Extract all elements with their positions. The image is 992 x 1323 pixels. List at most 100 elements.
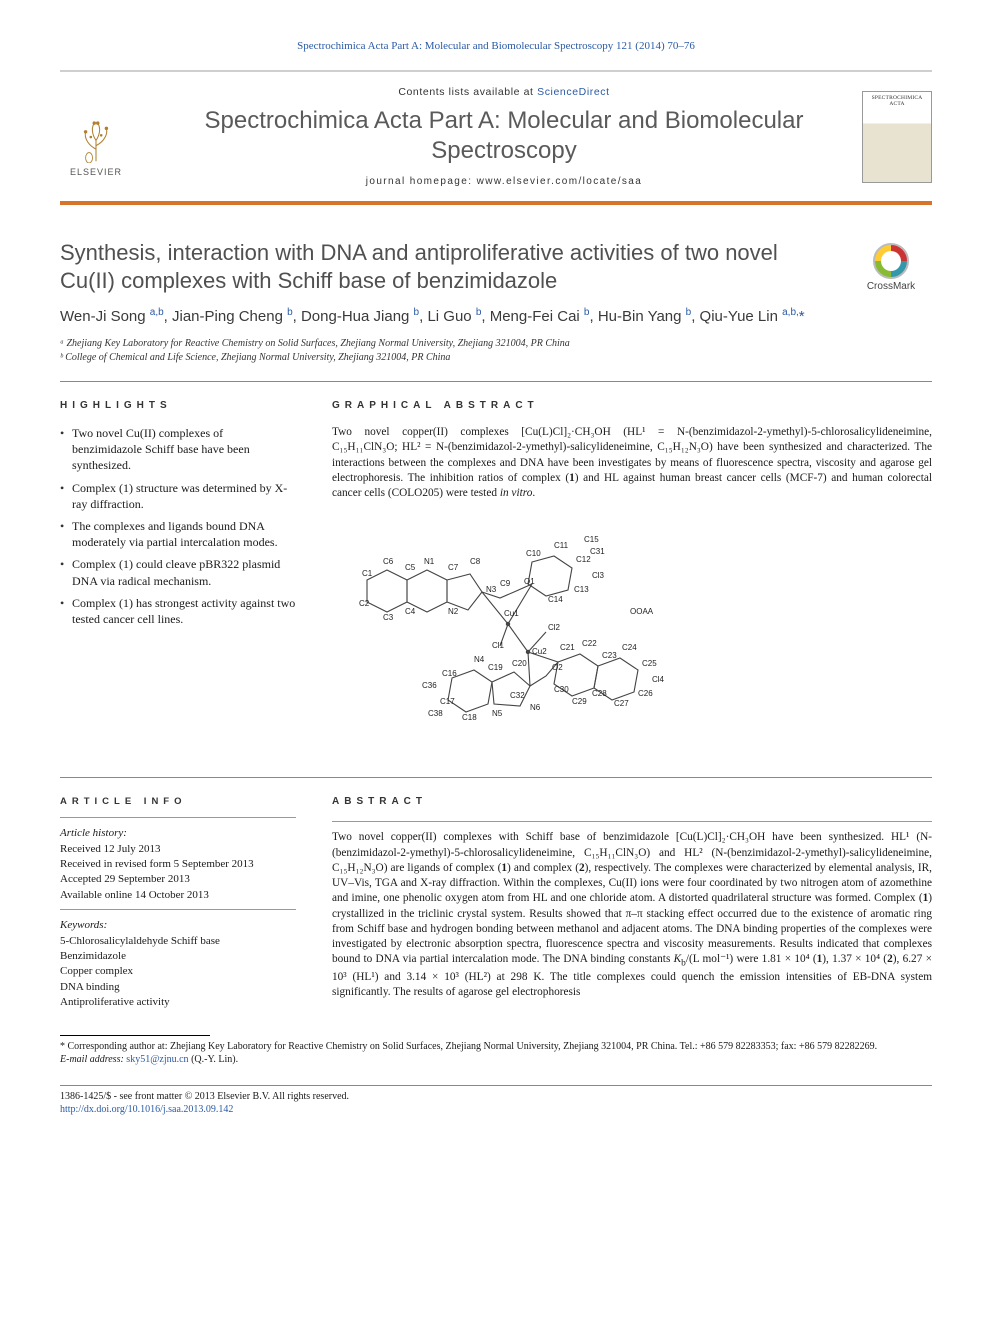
svg-text:C8: C8 — [470, 557, 481, 566]
svg-text:C27: C27 — [614, 699, 629, 708]
svg-text:C26: C26 — [638, 689, 653, 698]
svg-text:O2: O2 — [552, 663, 563, 672]
abstract-heading: ABSTRACT — [332, 796, 932, 807]
abstract-text: Two novel copper(II) complexes with Schi… — [332, 830, 932, 1000]
graphical-abstract-text: Two novel copper(II) complexes [Cu(L)Cl]… — [332, 425, 932, 501]
svg-text:N5: N5 — [492, 709, 503, 718]
highlight-item: Two novel Cu(II) complexes of benzimidaz… — [60, 425, 296, 474]
keyword: 5-Chlorosalicylaldehyde Schiff base — [60, 934, 296, 949]
email-person: (Q.-Y. Lin). — [191, 1054, 238, 1065]
svg-text:C2: C2 — [359, 599, 370, 608]
copyright-block: 1386-1425/$ - see front matter © 2013 El… — [60, 1090, 932, 1117]
divider-rule — [60, 777, 932, 778]
article-history: Article history: Received 12 July 2013 R… — [60, 826, 296, 903]
svg-text:Cl2: Cl2 — [548, 623, 561, 632]
history-line: Accepted 29 September 2013 — [60, 872, 296, 887]
contents-prefix: Contents lists available at — [398, 86, 537, 98]
svg-text:C17: C17 — [440, 697, 455, 706]
svg-text:Cu2: Cu2 — [532, 647, 547, 656]
doi-link[interactable]: http://dx.doi.org/10.1016/j.saa.2013.09.… — [60, 1104, 233, 1115]
svg-text:C30: C30 — [554, 685, 569, 694]
email-line: E-mail address: sky51@zjnu.cn (Q.-Y. Lin… — [60, 1053, 932, 1067]
svg-text:C13: C13 — [574, 585, 589, 594]
history-line: Received in revised form 5 September 201… — [60, 857, 296, 872]
svg-text:OOAA: OOAA — [630, 607, 654, 616]
article-info-heading: ARTICLE INFO — [60, 796, 296, 807]
article-info-section: ARTICLE INFO Article history: Received 1… — [60, 796, 296, 1010]
svg-text:C29: C29 — [572, 697, 587, 706]
keyword: Copper complex — [60, 964, 296, 979]
svg-text:C16: C16 — [442, 669, 457, 678]
svg-text:C7: C7 — [448, 563, 459, 572]
author-list: Wen-Ji Song a,b, Jian-Ping Cheng b, Dong… — [60, 306, 838, 327]
highlight-item: The complexes and ligands bound DNA mode… — [60, 518, 296, 550]
corresponding-author-note: * Corresponding author at: Zhejiang Key … — [60, 1040, 932, 1054]
svg-text:C36: C36 — [422, 681, 437, 690]
svg-text:N2: N2 — [448, 607, 459, 616]
svg-text:C21: C21 — [560, 643, 575, 652]
svg-text:Cu1: Cu1 — [504, 609, 519, 618]
svg-text:C38: C38 — [428, 709, 443, 718]
citation-line: Spectrochimica Acta Part A: Molecular an… — [60, 40, 932, 52]
sciencedirect-link[interactable]: ScienceDirect — [537, 86, 610, 98]
masthead: ELSEVIER Contents lists available at Sci… — [60, 72, 932, 205]
elsevier-logo: ELSEVIER — [60, 97, 132, 177]
svg-text:O1: O1 — [524, 577, 535, 586]
highlights-section: HIGHLIGHTS Two novel Cu(II) complexes of… — [60, 400, 296, 769]
keywords-label: Keywords: — [60, 918, 296, 933]
molecular-structure-diagram: C1C6C5C2C3C4N1C7N2C8N3C9C10C11C12C13C14O… — [332, 515, 672, 745]
svg-text:C32: C32 — [510, 691, 525, 700]
crossmark-widget[interactable]: CrossMark — [850, 239, 932, 373]
masthead-center: Contents lists available at ScienceDirec… — [146, 86, 862, 187]
journal-cover-thumbnail: SPECTROCHIMICA ACTA — [862, 91, 932, 183]
svg-text:C5: C5 — [405, 563, 416, 572]
svg-text:C15: C15 — [584, 535, 599, 544]
svg-text:C10: C10 — [526, 549, 541, 558]
highlight-item: Complex (1) structure was determined by … — [60, 480, 296, 512]
svg-text:Cl1: Cl1 — [492, 641, 505, 650]
graphical-abstract-heading: GRAPHICAL ABSTRACT — [332, 400, 932, 411]
history-label: Article history: — [60, 826, 296, 841]
graphical-abstract-section: GRAPHICAL ABSTRACT Two novel copper(II) … — [332, 400, 932, 769]
keyword: Antiproliferative activity — [60, 995, 296, 1010]
affiliation-a: ᵃ Zhejiang Key Laboratory for Reactive C… — [60, 337, 838, 351]
divider-rule — [60, 381, 932, 382]
svg-text:C3: C3 — [383, 613, 394, 622]
highlights-list: Two novel Cu(II) complexes of benzimidaz… — [60, 425, 296, 627]
highlights-heading: HIGHLIGHTS — [60, 400, 296, 411]
contents-available-line: Contents lists available at ScienceDirec… — [146, 86, 862, 98]
affiliations: ᵃ Zhejiang Key Laboratory for Reactive C… — [60, 337, 838, 365]
history-line: Received 12 July 2013 — [60, 842, 296, 857]
svg-text:C4: C4 — [405, 607, 416, 616]
svg-text:C9: C9 — [500, 579, 511, 588]
svg-text:C31: C31 — [590, 547, 605, 556]
svg-text:C12: C12 — [576, 555, 591, 564]
elsevier-wordmark: ELSEVIER — [70, 167, 122, 177]
svg-text:N4: N4 — [474, 655, 485, 664]
journal-homepage-line: journal homepage: www.elsevier.com/locat… — [146, 176, 862, 187]
article-title: Synthesis, interaction with DNA and anti… — [60, 239, 838, 294]
svg-text:C25: C25 — [642, 659, 657, 668]
svg-text:N1: N1 — [424, 557, 435, 566]
svg-text:C19: C19 — [488, 663, 503, 672]
footnotes: * Corresponding author at: Zhejiang Key … — [60, 1040, 932, 1067]
svg-text:N6: N6 — [530, 703, 541, 712]
svg-text:N3: N3 — [486, 585, 497, 594]
keyword: Benzimidazole — [60, 949, 296, 964]
highlight-item: Complex (1) could cleave pBR322 plasmid … — [60, 556, 296, 588]
svg-text:Cl4: Cl4 — [652, 675, 665, 684]
svg-text:C20: C20 — [512, 659, 527, 668]
journal-name: Spectrochimica Acta Part A: Molecular an… — [146, 106, 862, 166]
copyright-line: 1386-1425/$ - see front matter © 2013 El… — [60, 1090, 932, 1104]
bottom-rule — [60, 1085, 932, 1086]
keywords-block: Keywords: 5-Chlorosalicylaldehyde Schiff… — [60, 918, 296, 1010]
abstract-section: ABSTRACT Two novel copper(II) complexes … — [332, 796, 932, 1010]
corresponding-email[interactable]: sky51@zjnu.cn — [126, 1054, 188, 1065]
highlight-item: Complex (1) has strongest activity again… — [60, 595, 296, 627]
crossmark-label: CrossMark — [867, 281, 915, 292]
svg-text:C28: C28 — [592, 689, 607, 698]
crossmark-icon — [873, 243, 909, 279]
email-label: E-mail address: — [60, 1054, 124, 1065]
svg-text:C23: C23 — [602, 651, 617, 660]
svg-text:C1: C1 — [362, 569, 373, 578]
